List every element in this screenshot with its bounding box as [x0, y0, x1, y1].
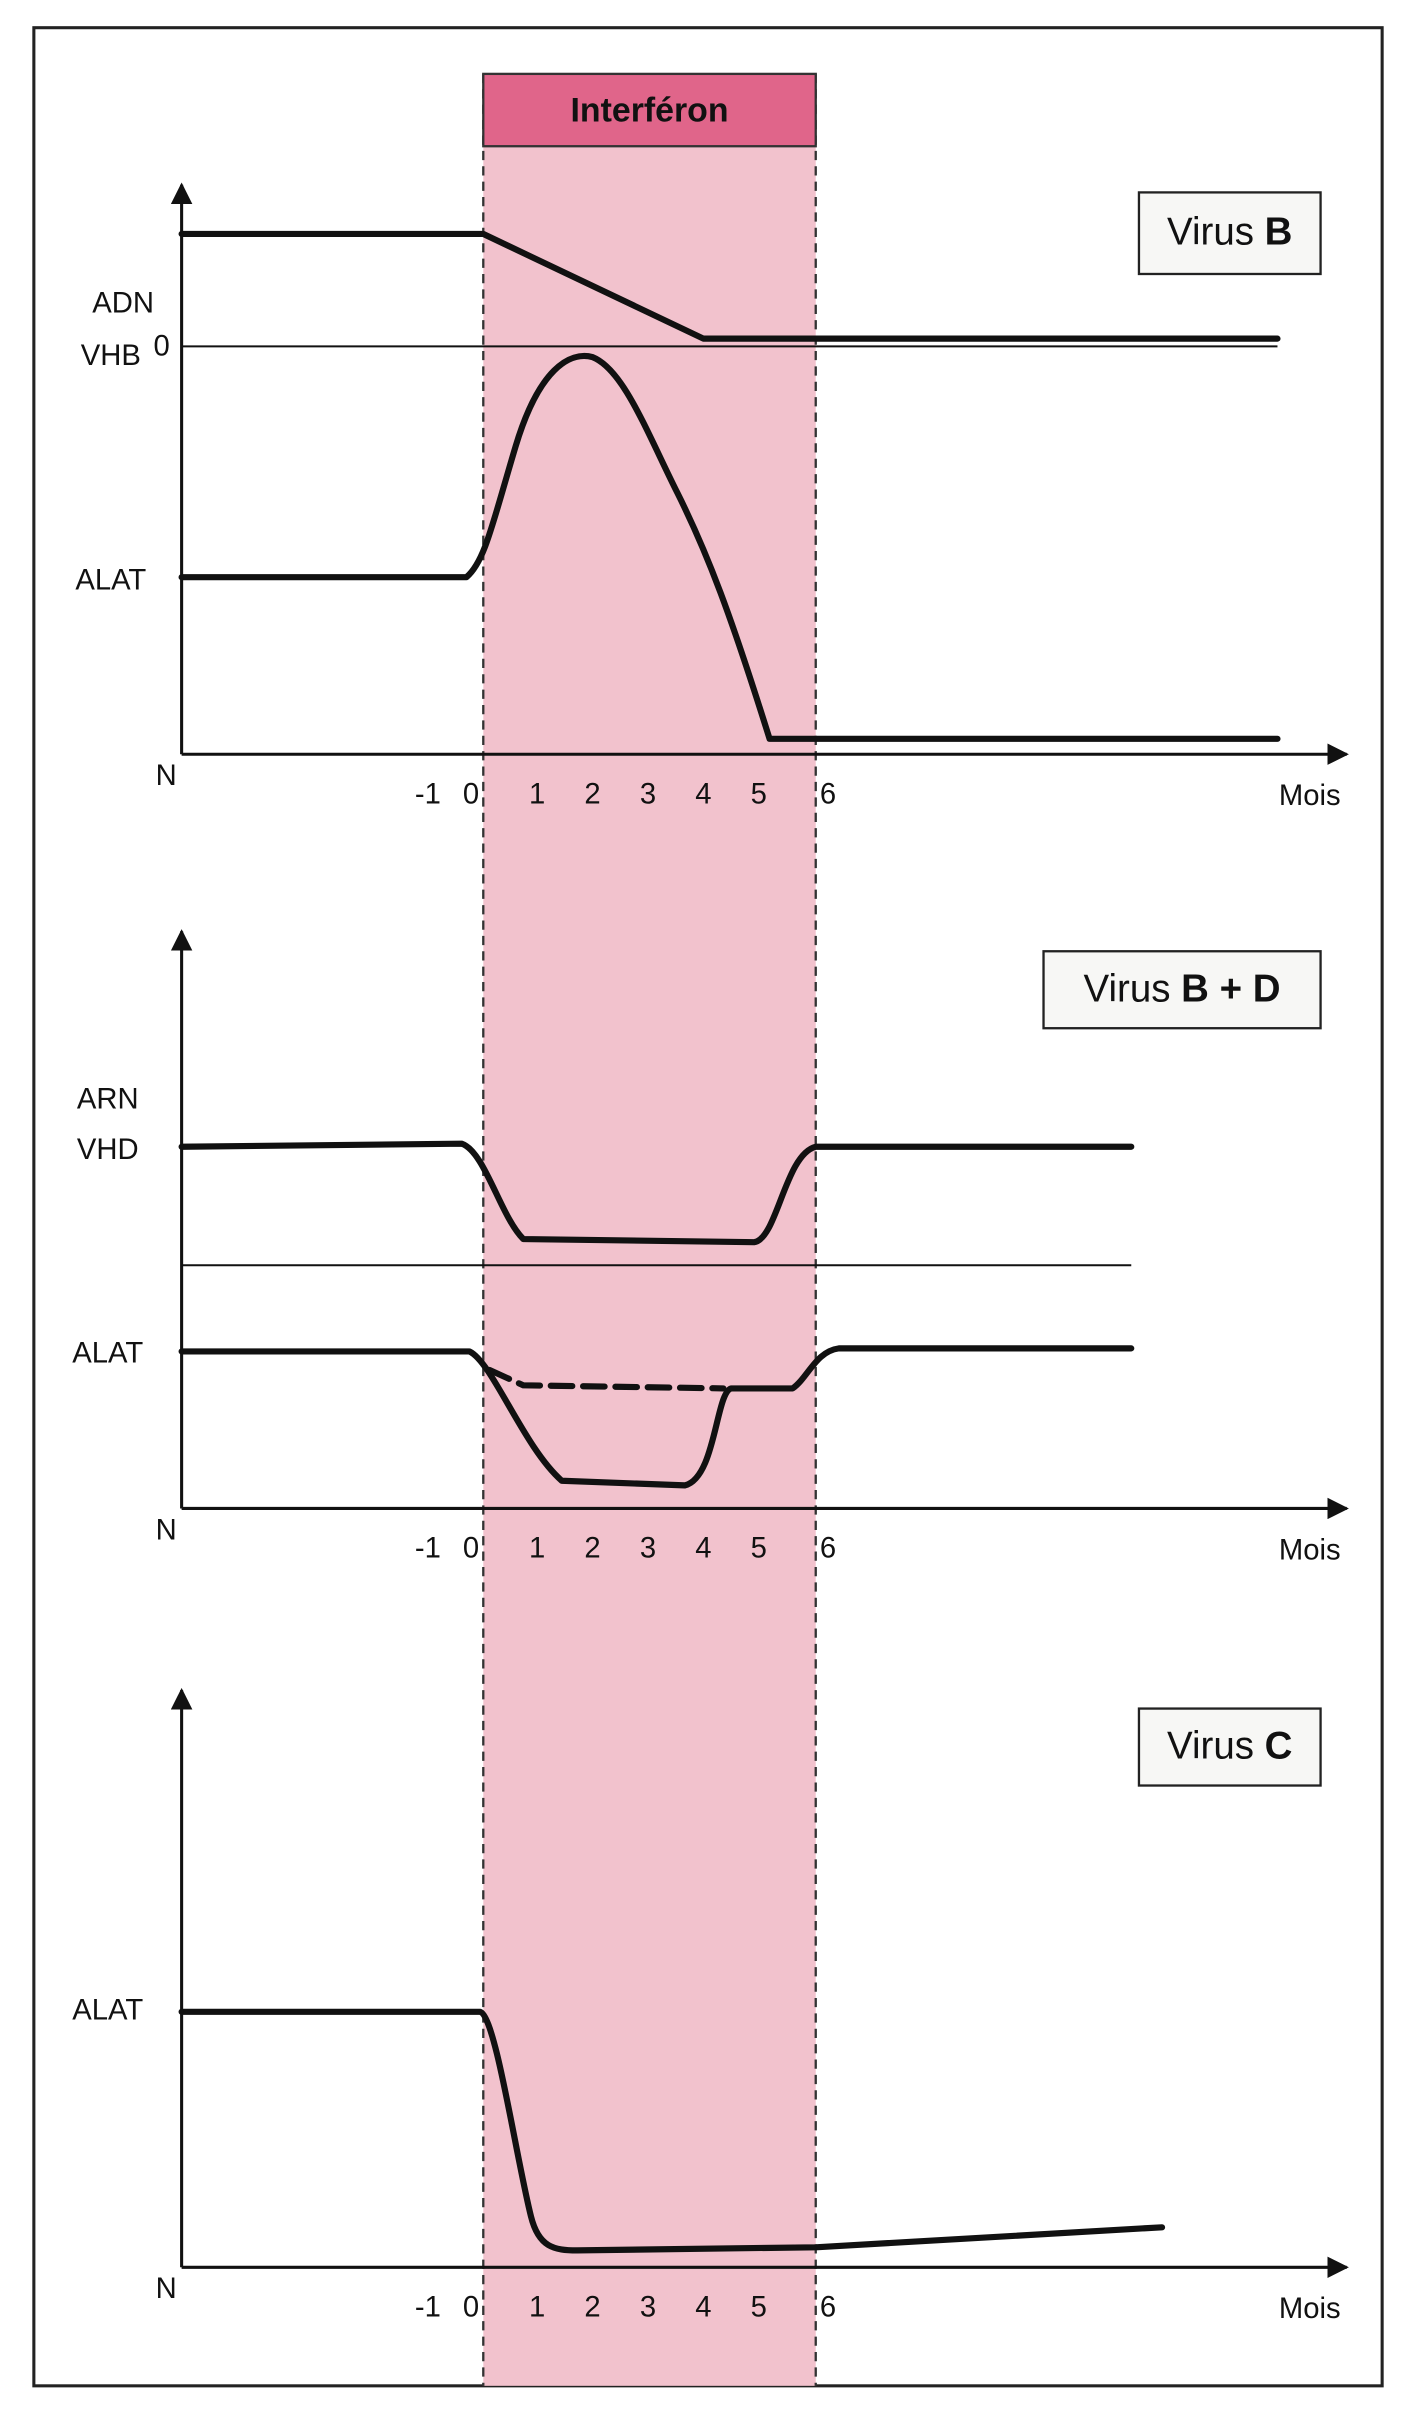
x-axis-label: Mois	[1279, 780, 1341, 812]
panel-title-strong: B	[1265, 211, 1293, 254]
panel-title-text: Virus	[1167, 211, 1265, 254]
x-tick-label: 1	[529, 1533, 545, 1565]
x-tick-label: 6	[820, 2292, 836, 2324]
x-tick-label: 5	[751, 2292, 767, 2324]
alat-curve	[178, 2008, 1166, 2254]
x-tick-label: 1	[529, 779, 545, 811]
panel-title-box	[1137, 191, 1322, 276]
origin-label: N	[156, 1514, 177, 1546]
alat-curve	[178, 1345, 1135, 1489]
x-tick-label: 2	[584, 779, 600, 811]
adn-curve	[178, 230, 1281, 342]
y-label: ALAT	[72, 1995, 143, 2027]
x-tick-label: 3	[640, 1533, 656, 1565]
y-label: ARN	[77, 1083, 139, 1115]
x-tick-label: 5	[751, 779, 767, 811]
x-tick-label: -1	[415, 779, 441, 811]
x-axis-label: Mois	[1279, 2293, 1341, 2325]
x-tick-label: 3	[640, 2292, 656, 2324]
band-header	[482, 72, 817, 148]
x-tick-label: 4	[695, 1533, 711, 1565]
y-label: ALAT	[75, 565, 146, 597]
panel-title-strong: B + D	[1181, 967, 1280, 1010]
panel-title-strong: C	[1265, 1725, 1293, 1768]
x-tick-label: 1	[529, 2292, 545, 2324]
x-tick-label: 0	[463, 1533, 479, 1565]
x-tick-label: 4	[695, 2292, 711, 2324]
arn-curve	[178, 1140, 1135, 1246]
x-tick-label: 4	[695, 779, 711, 811]
origin-label: N	[156, 2273, 177, 2305]
y-label: VHD	[77, 1134, 139, 1166]
x-tick-label: 6	[820, 1533, 836, 1565]
panel-title: Virus B	[1167, 211, 1292, 254]
panel-title-text: Virus	[1167, 1725, 1265, 1768]
x-tick-label: 0	[463, 779, 479, 811]
x-tick-label: 3	[640, 779, 656, 811]
x-tick-label: 2	[584, 2292, 600, 2324]
panel-title-box	[1137, 1707, 1322, 1787]
alat-dashed-curve	[486, 1366, 727, 1392]
x-axis-label: Mois	[1279, 1534, 1341, 1566]
y-label: ALAT	[72, 1337, 143, 1369]
y-label: 0	[153, 331, 169, 363]
origin-label: N	[156, 760, 177, 792]
panel-title: Virus C	[1167, 1725, 1292, 1768]
x-tick-label: -1	[415, 1533, 441, 1565]
panel-title-text: Virus	[1084, 967, 1182, 1010]
x-tick-label: 6	[820, 779, 836, 811]
panel-title: Virus B + D	[1084, 967, 1281, 1010]
x-tick-label: 5	[751, 1533, 767, 1565]
x-tick-label: 2	[584, 1533, 600, 1565]
y-label: ADN	[92, 287, 154, 319]
y-label: VHB	[81, 340, 141, 372]
panel-title-box	[1042, 950, 1322, 1030]
alat-curve	[178, 353, 1281, 742]
band-label: Interféron	[571, 91, 729, 129]
x-tick-label: -1	[415, 2292, 441, 2324]
interferon-band	[483, 73, 816, 2386]
x-tick-label: 0	[463, 2292, 479, 2324]
